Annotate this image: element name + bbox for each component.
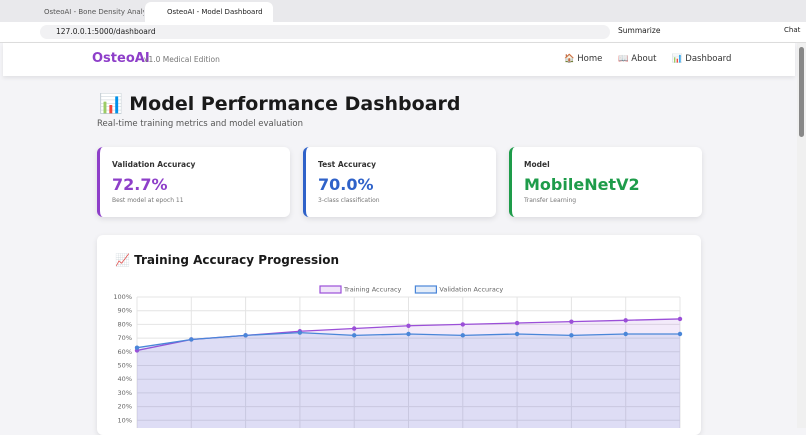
- point: [569, 333, 574, 338]
- point: [623, 331, 628, 337]
- page-title: 📊 Model Performance Dashboard: [99, 93, 461, 115]
- point: [677, 331, 683, 337]
- y-tick-label: 100%: [113, 293, 132, 301]
- tab-active[interactable]: OsteoAI - Model Dashboard: [145, 2, 273, 22]
- page-subtitle: Real-time training metrics and model eva…: [97, 119, 304, 129]
- stat-card: Test Accuracy 70.0% 3-class classification: [303, 147, 496, 217]
- legend-swatch: [319, 285, 342, 294]
- card-note: Transfer Learning: [524, 197, 577, 204]
- point: [352, 326, 357, 331]
- card-label: Model: [524, 160, 550, 169]
- y-tick-label: 30%: [118, 389, 132, 397]
- scrollbar[interactable]: [797, 43, 806, 428]
- navbar: [3, 43, 795, 76]
- nav-link[interactable]: 🏠 Home: [564, 54, 603, 64]
- point: [569, 319, 574, 324]
- chat-button[interactable]: Chat: [784, 26, 801, 34]
- card-label: Test Accuracy: [318, 160, 376, 169]
- y-tick-label: 70%: [118, 334, 132, 342]
- nav-link[interactable]: 📊 Dashboard: [672, 54, 732, 64]
- legend-swatch: [414, 285, 437, 294]
- point: [677, 316, 683, 322]
- legend-label: Training Accuracy: [343, 286, 402, 294]
- point: [134, 345, 140, 350]
- y-tick-label: 80%: [118, 320, 132, 328]
- nav-link[interactable]: 📖 About: [618, 54, 657, 64]
- edition: v1.0 Medical Edition: [144, 55, 220, 64]
- area: [137, 332, 680, 428]
- y-tick-label: 10%: [118, 416, 132, 424]
- point: [406, 323, 411, 328]
- card-note: 3-class classification: [318, 197, 380, 204]
- card-value: 70.0%: [318, 175, 374, 194]
- point: [189, 337, 194, 342]
- point: [460, 333, 465, 338]
- url-field[interactable]: 127.0.0.1:5000/dashboard: [40, 25, 610, 39]
- stat-card: Validation Accuracy 72.7% Best model at ep…: [97, 147, 290, 217]
- point: [514, 320, 520, 326]
- legend-label: Validation Accuracy: [439, 286, 503, 294]
- y-tick-label: 50%: [118, 362, 132, 370]
- point: [297, 330, 303, 335]
- point: [243, 333, 248, 338]
- card-note: Best model at epoch 11: [112, 197, 184, 204]
- point: [352, 333, 357, 338]
- card-label: Validation Accuracy: [112, 160, 196, 169]
- stat-card: Model MobileNetV2 Transfer Learning: [509, 147, 702, 217]
- point: [514, 331, 520, 337]
- point: [623, 318, 628, 323]
- y-tick-label: 90%: [118, 307, 132, 315]
- scroll-thumb[interactable]: [799, 47, 804, 137]
- summarize-button[interactable]: Summarize: [618, 26, 661, 35]
- y-tick-label: 20%: [118, 403, 132, 411]
- area: [137, 318, 680, 428]
- point: [460, 322, 465, 327]
- card-value: MobileNetV2: [524, 175, 640, 194]
- point: [406, 331, 411, 337]
- y-tick-label: 40%: [118, 375, 132, 383]
- brand[interactable]: OsteoAI: [92, 51, 150, 66]
- tab[interactable]: OsteoAI - Bone Density Analysis: [44, 8, 144, 16]
- section-title: 📈 Training Accuracy Progression: [115, 253, 340, 267]
- y-tick-label: 60%: [118, 348, 132, 356]
- card-value: 72.7%: [112, 175, 168, 194]
